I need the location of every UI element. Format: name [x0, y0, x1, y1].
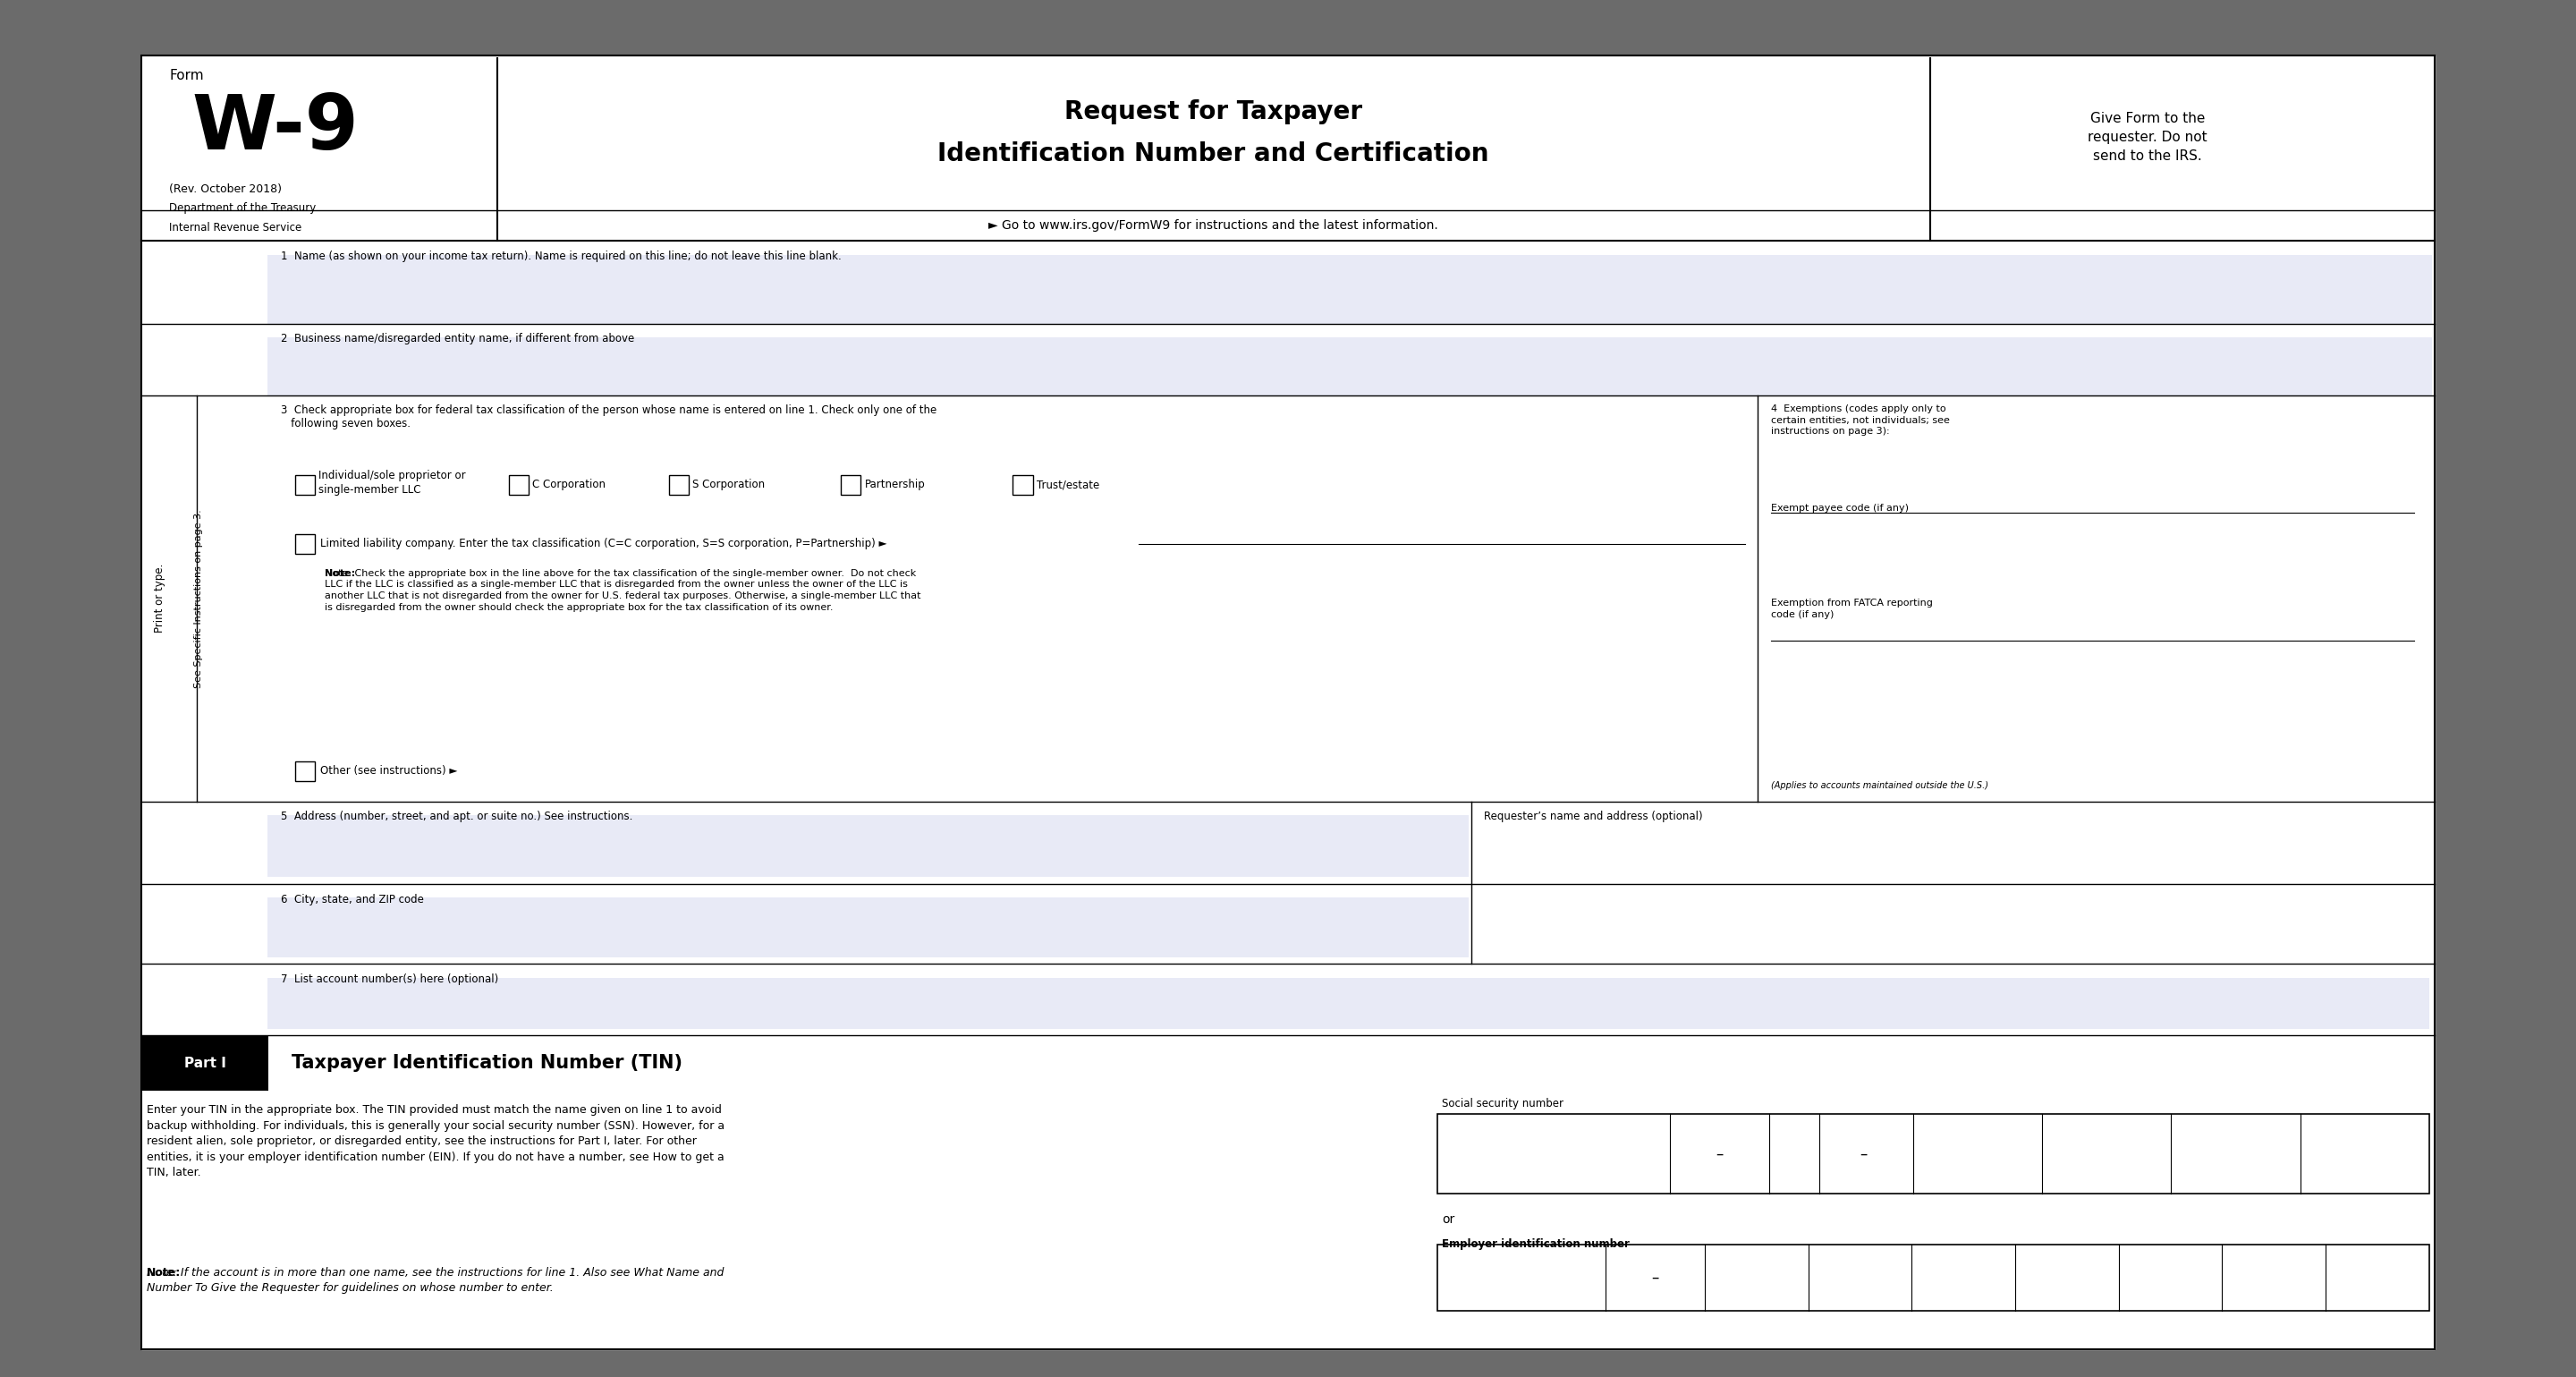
- Text: 2  Business name/disregarded entity name, if different from above: 2 Business name/disregarded entity name,…: [281, 333, 634, 344]
- Text: Exemption from FATCA reporting
code (if any): Exemption from FATCA reporting code (if …: [1770, 599, 1932, 620]
- Text: 1  Name (as shown on your income tax return). Name is required on this line; do : 1 Name (as shown on your income tax retu…: [281, 251, 842, 262]
- Text: Give Form to the
requester. Do not
send to the IRS.: Give Form to the requester. Do not send …: [2089, 112, 2208, 164]
- Text: Note:: Note:: [147, 1267, 180, 1278]
- Bar: [1437, 1245, 2429, 1311]
- Text: Taxpayer Identification Number (TIN): Taxpayer Identification Number (TIN): [291, 1055, 683, 1071]
- Text: or: or: [1443, 1213, 1455, 1226]
- Text: Internal Revenue Service: Internal Revenue Service: [170, 222, 301, 233]
- Text: Requester’s name and address (optional): Requester’s name and address (optional): [1484, 811, 1703, 822]
- Text: Individual/sole proprietor or
single-member LLC: Individual/sole proprietor or single-mem…: [319, 470, 466, 496]
- Bar: [507, 475, 528, 494]
- Text: Limited liability company. Enter the tax classification (C=C corporation, S=S co: Limited liability company. Enter the tax…: [319, 538, 886, 549]
- Text: Identification Number and Certification: Identification Number and Certification: [938, 142, 1489, 167]
- Bar: [268, 255, 2432, 324]
- Text: Employer identification number: Employer identification number: [1443, 1238, 1631, 1249]
- Bar: [1012, 475, 1033, 494]
- Text: S Corporation: S Corporation: [693, 479, 765, 490]
- Text: –: –: [1716, 1146, 1723, 1162]
- Text: Note:: Note:: [325, 569, 355, 577]
- Bar: [142, 1036, 268, 1091]
- Text: Department of the Treasury: Department of the Treasury: [170, 202, 317, 213]
- Text: Form: Form: [170, 69, 204, 83]
- Text: Social security number: Social security number: [1443, 1097, 1564, 1108]
- Text: Part I: Part I: [185, 1056, 227, 1070]
- Text: Exempt payee code (if any): Exempt payee code (if any): [1770, 504, 1909, 512]
- Text: –: –: [1860, 1146, 1868, 1162]
- Bar: [296, 475, 314, 494]
- Bar: [1437, 1114, 2429, 1194]
- Text: Enter your TIN in the appropriate box. The TIN provided must match the name give: Enter your TIN in the appropriate box. T…: [147, 1104, 724, 1179]
- Text: (Rev. October 2018): (Rev. October 2018): [170, 183, 281, 194]
- Bar: [296, 534, 314, 554]
- Text: Request for Taxpayer: Request for Taxpayer: [1064, 99, 1363, 124]
- Text: See Specific Instructions on page 3.: See Specific Instructions on page 3.: [193, 509, 204, 687]
- Text: Note: Check the appropriate box in the line above for the tax classification of : Note: Check the appropriate box in the l…: [325, 569, 922, 611]
- Bar: [268, 337, 2432, 395]
- Bar: [840, 475, 860, 494]
- Bar: [142, 55, 2434, 1349]
- Text: 6  City, state, and ZIP code: 6 City, state, and ZIP code: [281, 894, 422, 905]
- Text: W-9: W-9: [193, 91, 358, 165]
- Text: 5  Address (number, street, and apt. or suite no.) See instructions.: 5 Address (number, street, and apt. or s…: [281, 811, 634, 822]
- Text: (Applies to accounts maintained outside the U.S.): (Applies to accounts maintained outside …: [1770, 782, 1989, 790]
- Text: Note: If the account is in more than one name, see the instructions for line 1. : Note: If the account is in more than one…: [147, 1267, 724, 1294]
- Bar: [268, 898, 1468, 957]
- Text: 7  List account number(s) here (optional): 7 List account number(s) here (optional): [281, 974, 497, 985]
- Text: C Corporation: C Corporation: [531, 479, 605, 490]
- Text: 4  Exemptions (codes apply only to
certain entities, not individuals; see
instru: 4 Exemptions (codes apply only to certai…: [1770, 405, 1950, 437]
- Text: Trust/estate: Trust/estate: [1036, 479, 1100, 490]
- Text: Partnership: Partnership: [866, 479, 925, 490]
- Text: 3  Check appropriate box for federal tax classification of the person whose name: 3 Check appropriate box for federal tax …: [281, 405, 938, 430]
- Bar: [268, 815, 1468, 877]
- Bar: [268, 978, 2429, 1029]
- Text: Other (see instructions) ►: Other (see instructions) ►: [319, 766, 459, 777]
- Text: –: –: [1651, 1270, 1659, 1286]
- Bar: [142, 55, 2434, 1349]
- Text: Print or type.: Print or type.: [155, 563, 165, 633]
- Bar: [670, 475, 688, 494]
- Bar: [296, 761, 314, 781]
- Text: ► Go to www.irs.gov/FormW9 for instructions and the latest information.: ► Go to www.irs.gov/FormW9 for instructi…: [989, 219, 1437, 233]
